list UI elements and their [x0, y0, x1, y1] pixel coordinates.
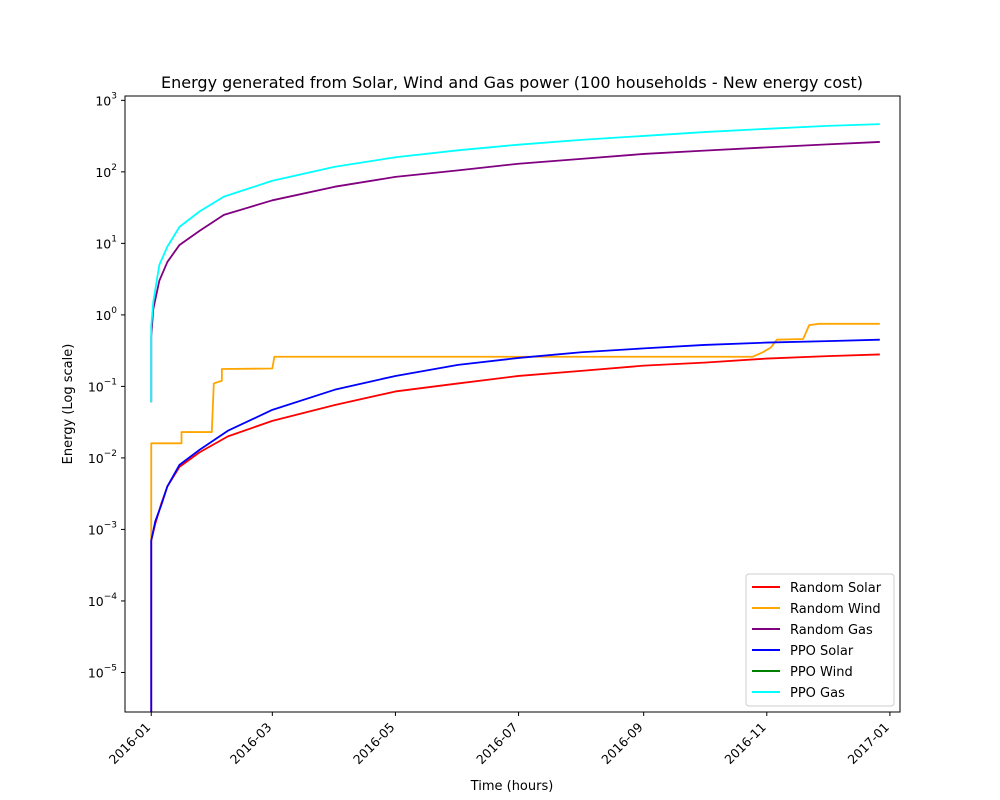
y-tick-label: 100: [95, 306, 117, 323]
legend-entry: PPO Solar: [790, 644, 854, 659]
y-tick-label: 10−1: [88, 377, 117, 394]
x-axis-label: Time (hours): [470, 779, 554, 794]
series-line-random-wind: [150, 322, 880, 541]
y-tick-label: 103: [95, 91, 117, 108]
series-layer: [150, 123, 880, 712]
y-tick-label: 10−3: [88, 520, 117, 537]
legend-entry: Random Solar: [790, 581, 882, 596]
legend: Random Solar Random Wind Random Gas PPO Sol…: [745, 573, 895, 707]
y-tick-label: 101: [95, 234, 117, 251]
legend-box: [745, 573, 895, 707]
y-tick-label: 10−2: [88, 449, 117, 466]
y-tick-label: 10−5: [88, 663, 117, 680]
legend-entry: PPO Gas: [790, 686, 845, 701]
legend-entry: PPO Wind: [790, 665, 853, 680]
y-tick-label: 102: [95, 163, 117, 180]
chart-title: Energy generated from Solar, Wind and Ga…: [161, 73, 863, 92]
y-axis-label: Energy (Log scale): [61, 344, 76, 465]
legend-entry: Random Gas: [790, 623, 873, 638]
y-tick-label: 10−4: [88, 592, 117, 609]
series-line-ppo-gas: [150, 123, 880, 403]
series-line-ppo-solar: [150, 338, 880, 712]
series-line-random-gas: [150, 141, 880, 403]
plot-area-frame: [124, 95, 901, 713]
y-axis: 10−5 10−4 10−3 10−2 10−1 100 101 102 103: [88, 91, 125, 680]
legend-entry: Random Wind: [790, 602, 881, 617]
